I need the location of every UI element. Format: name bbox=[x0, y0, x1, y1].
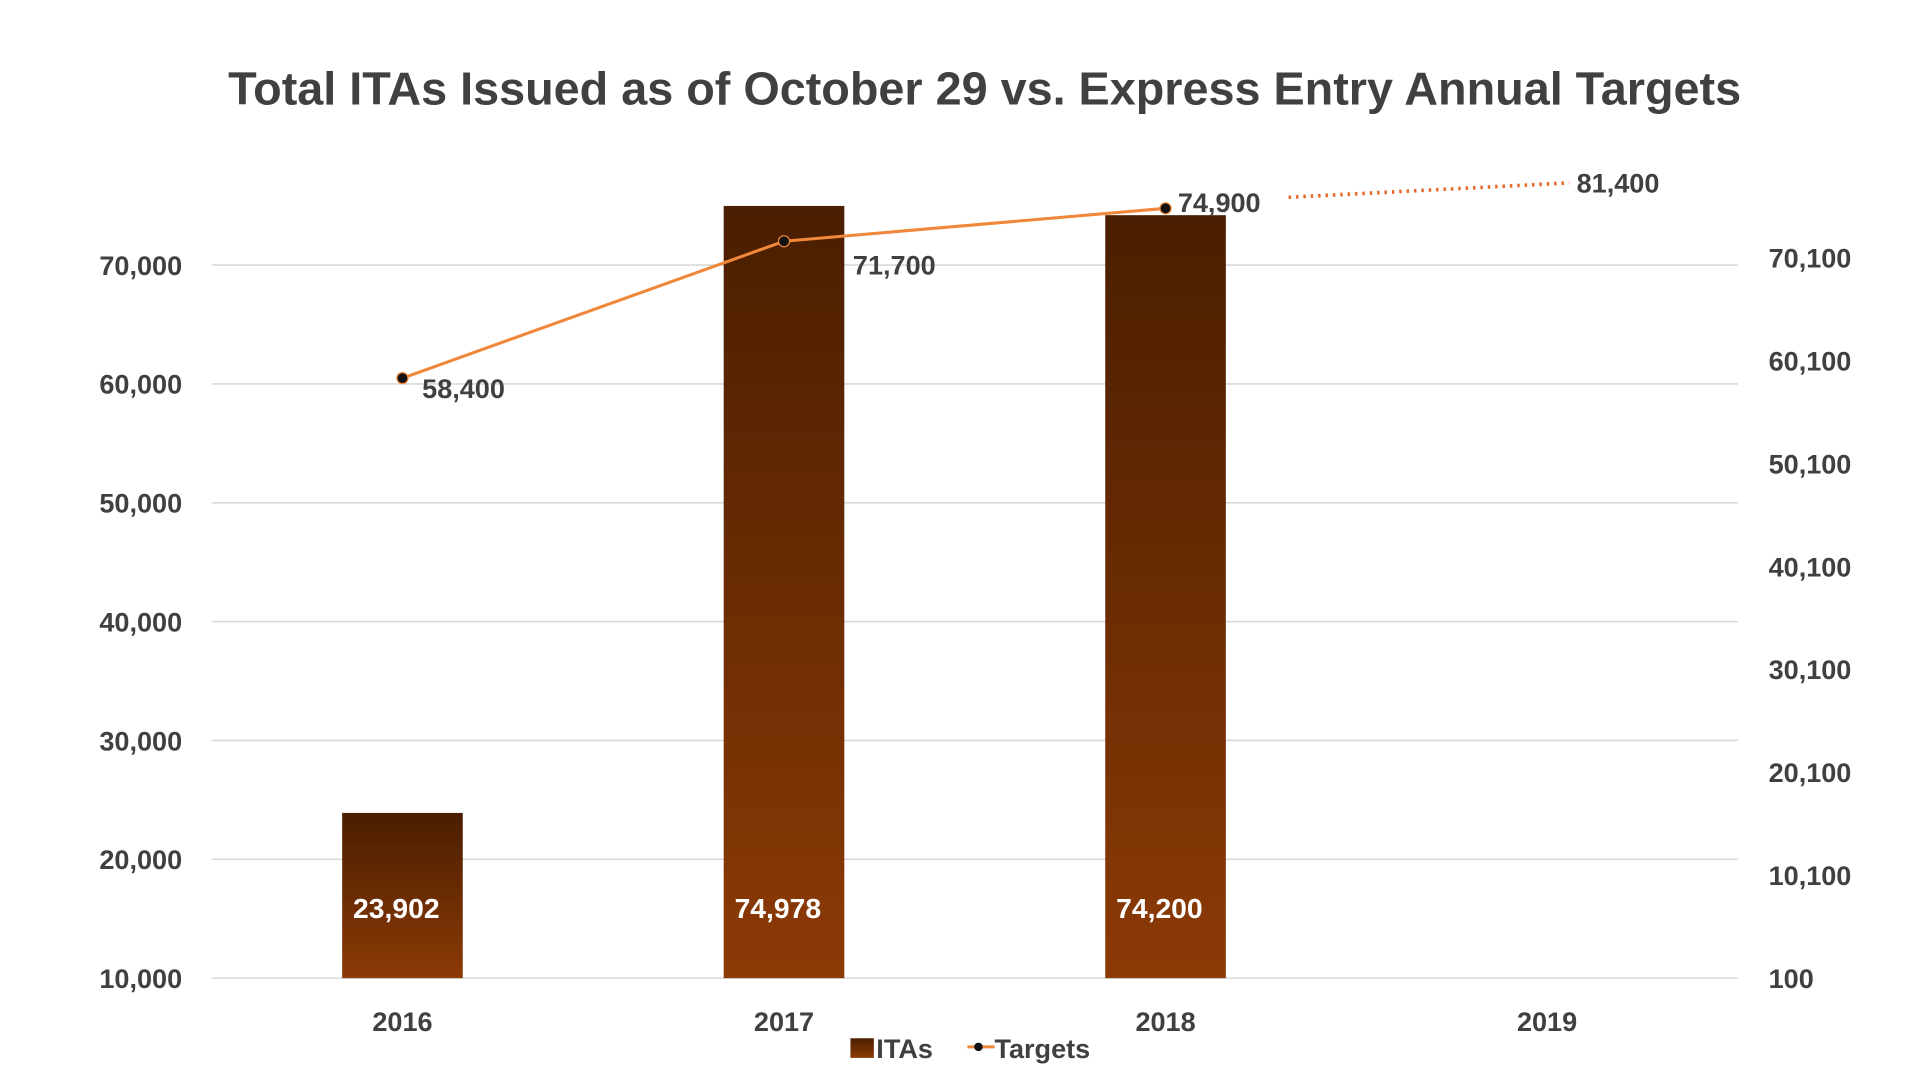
legend: ITAs Targets bbox=[850, 1034, 1090, 1064]
x-tick-label: 2016 bbox=[372, 1007, 432, 1037]
left-tick-label: 70,000 bbox=[99, 251, 182, 281]
left-tick-label: 40,000 bbox=[99, 607, 182, 637]
bar-data-label: 23,902 bbox=[353, 892, 440, 924]
right-tick-label: 10,100 bbox=[1769, 861, 1852, 891]
legend-targets-marker bbox=[974, 1042, 983, 1052]
x-tick-label: 2019 bbox=[1517, 1007, 1577, 1037]
right-tick-label: 60,100 bbox=[1769, 346, 1852, 376]
left-tick-label: 60,000 bbox=[99, 370, 182, 400]
targets-line-segment bbox=[401, 239, 785, 380]
right-tick-label: 50,100 bbox=[1769, 449, 1852, 479]
bar-itas-2017 bbox=[723, 205, 845, 979]
targets-data-label: 71,700 bbox=[853, 250, 936, 280]
targets-data-label: 81,400 bbox=[1577, 169, 1660, 199]
right-tick-label: 70,100 bbox=[1769, 244, 1852, 274]
bar-itas-2018 bbox=[1105, 215, 1226, 979]
targets-data-label: 74,900 bbox=[1178, 188, 1261, 218]
targets-marker bbox=[396, 372, 409, 385]
left-tick-label: 10,000 bbox=[99, 964, 182, 994]
right-tick-label: 20,100 bbox=[1769, 758, 1852, 788]
targets-marker bbox=[1159, 202, 1172, 215]
targets-data-label: 58,400 bbox=[422, 374, 505, 404]
legend-itas-swatch bbox=[850, 1038, 874, 1058]
right-tick-label: 40,100 bbox=[1769, 552, 1852, 582]
left-tick-label: 50,000 bbox=[99, 489, 182, 519]
bar-data-label: 74,200 bbox=[1116, 892, 1203, 924]
left-tick-label: 30,000 bbox=[99, 726, 182, 756]
right-tick-label: 30,100 bbox=[1769, 655, 1852, 685]
targets-marker bbox=[777, 235, 791, 248]
x-tick-label: 2018 bbox=[1135, 1007, 1195, 1037]
bar-data-label: 74,978 bbox=[735, 892, 822, 924]
targets-projection-segment bbox=[1288, 181, 1570, 200]
chart-title: Total ITAs Issued as of October 29 vs. E… bbox=[228, 62, 1741, 114]
legend-targets-label: Targets bbox=[994, 1034, 1090, 1064]
targets-line-segment bbox=[783, 206, 1166, 243]
right-tick-label: 100 bbox=[1769, 964, 1814, 994]
bar-itas-2016 bbox=[342, 812, 463, 979]
legend-itas-label: ITAs bbox=[876, 1034, 933, 1064]
left-tick-label: 20,000 bbox=[99, 845, 182, 875]
x-tick-label: 2017 bbox=[754, 1007, 814, 1037]
